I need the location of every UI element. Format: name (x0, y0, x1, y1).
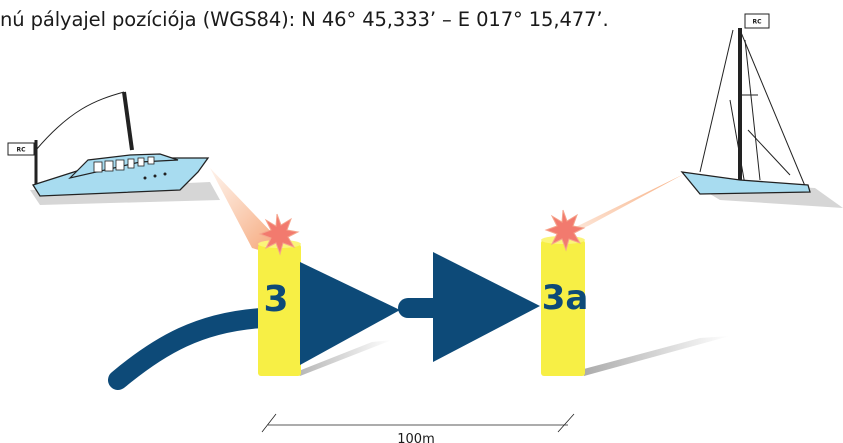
motorboat-flag: RC (7, 142, 35, 156)
buoy-3a-light-icon (544, 209, 586, 252)
distance-label: 100m (397, 432, 434, 443)
sailboat: RC (680, 13, 843, 208)
buoy-3-shadow (296, 340, 392, 376)
buoy-3-label: 3 (263, 279, 288, 320)
direction-arrow-2 (433, 252, 540, 362)
motorboat-rigging (35, 91, 125, 151)
buoy-3a: 3a (541, 236, 588, 376)
course-curve (108, 308, 272, 390)
svg-text:RC: RC (752, 19, 762, 26)
sailboat-hull (680, 171, 811, 195)
sailboat-light-beam (545, 174, 684, 242)
motorboat: RC (7, 91, 220, 205)
buoy-3: 3 (258, 240, 301, 376)
distance-indicator: 100m (261, 413, 575, 443)
direction-arrow-1 (300, 262, 400, 365)
sailboat-flag: RC (744, 13, 770, 29)
buoy-3-light-icon (258, 213, 300, 256)
buoy-3a-shadow (580, 336, 730, 376)
buoy-3a-label: 3a (542, 278, 589, 318)
position-caption: nú pályajel pozíciója (WGS84): N 46° 45,… (0, 8, 609, 31)
svg-text:RC: RC (16, 147, 26, 154)
